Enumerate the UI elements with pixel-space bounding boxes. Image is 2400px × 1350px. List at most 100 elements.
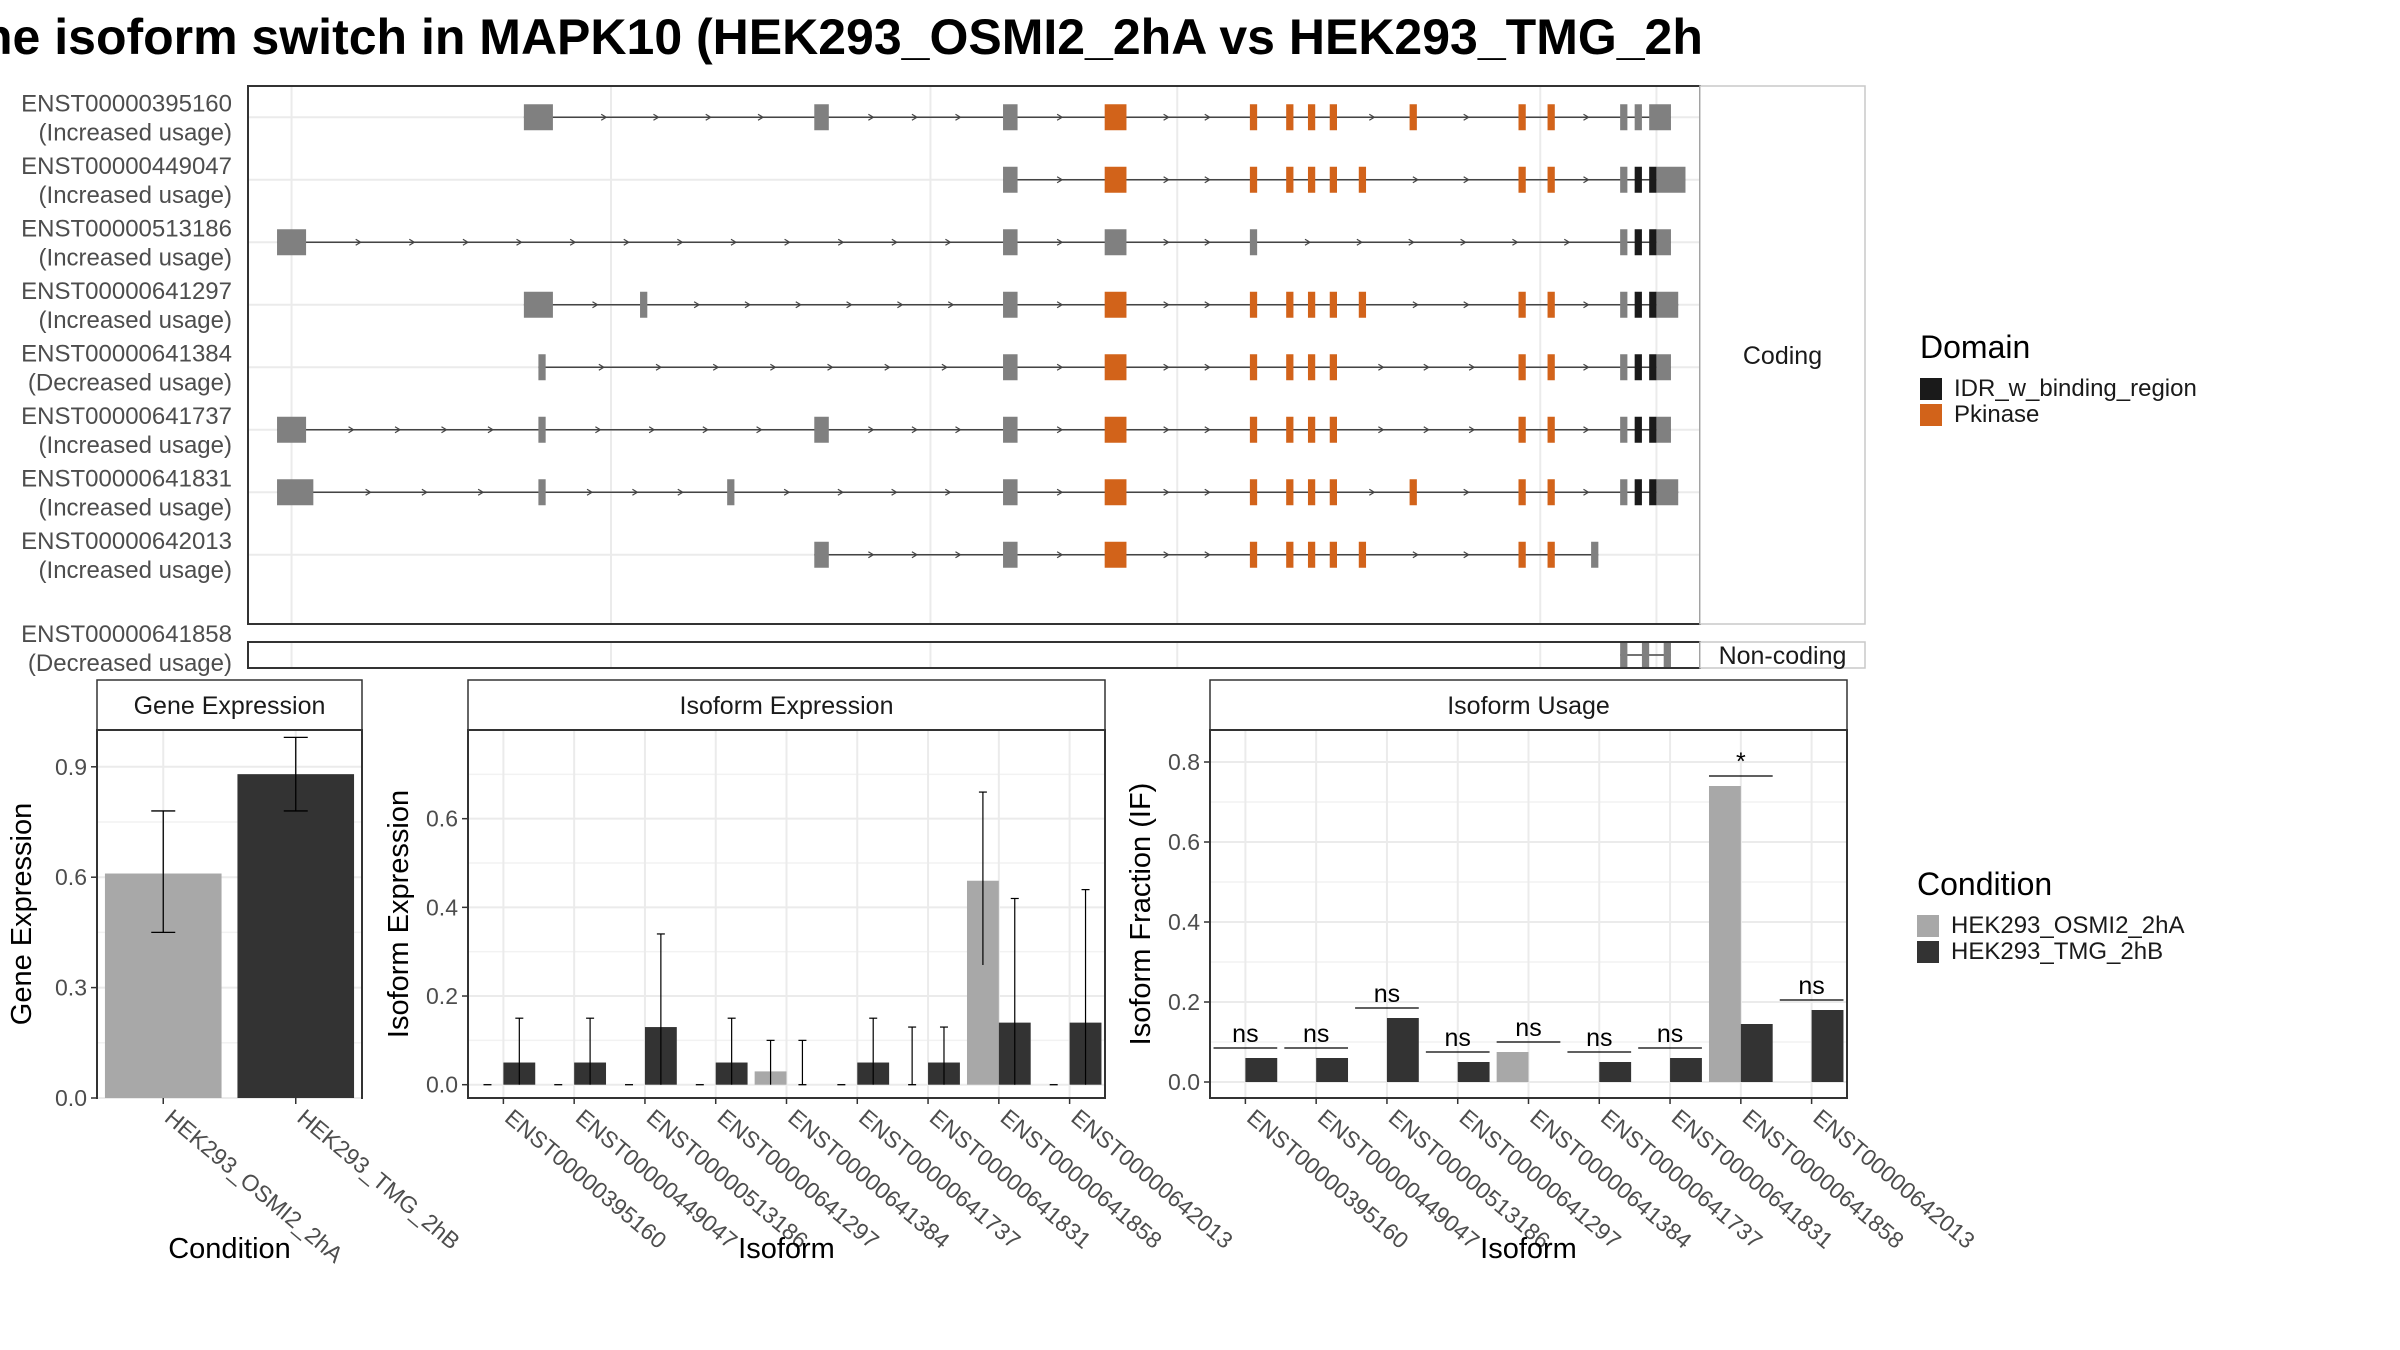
transcript-usage-label: (Increased usage) [39,307,232,334]
exon-idr [1634,291,1642,318]
exon-pkinase [1249,416,1258,443]
transcript-id-label: ENST00000395160 [21,90,232,117]
intron-arrow [586,488,594,496]
intron-arrow [394,426,402,434]
significance-label: ns [1657,1020,1683,1048]
exon-pkinase [1518,104,1526,131]
intron-arrow [884,363,891,371]
exon [523,104,553,131]
intron-arrow [1423,426,1430,434]
exon [1663,643,1671,667]
exon-pkinase [1286,541,1294,568]
intron-arrow [1204,426,1211,434]
exon [1620,166,1628,193]
intron-arrow [1204,113,1211,121]
panel-title: Isoform Usage [1447,692,1610,720]
exon [523,291,553,318]
intron-arrow [1512,238,1519,246]
exon-pkinase [1329,104,1337,131]
intron-arrow [408,238,416,246]
exon [1003,104,1018,131]
intron-arrow [868,426,875,434]
exon-pkinase [1518,166,1526,193]
intron-arrow [1204,488,1211,496]
intron-arrow [1304,238,1312,246]
significance-label: ns [1586,1024,1612,1052]
exon [1249,229,1258,256]
intron-arrow [945,238,952,246]
exon [1104,229,1127,256]
intron-arrow [947,301,955,309]
intron-arrow [677,238,684,246]
intron-arrow [1056,363,1064,371]
transcript-id-label: ENST00000641858 [21,621,232,648]
exon-pkinase [1307,541,1316,568]
bar [1670,1058,1702,1082]
facet-label-coding: Coding [1743,342,1822,370]
intron-arrow [744,301,752,309]
exon-pkinase [1307,104,1316,131]
exon-pkinase [1329,416,1337,443]
exon-pkinase [1547,416,1555,443]
exon [1620,229,1628,256]
significance-label: ns [1374,980,1400,1008]
intron-arrow [1163,238,1170,246]
y-axis-title: Isoform Expression [383,790,415,1038]
exon-pkinase [1249,541,1258,568]
bar [1740,1024,1773,1082]
exon [1620,291,1628,318]
y-tick-label: 0.6 [1168,829,1200,855]
intron-arrow [632,488,639,496]
exon [277,479,314,506]
exon [1656,416,1671,443]
intron-arrow [1163,301,1170,309]
exon-pkinase [1286,416,1294,443]
intron-arrow [770,363,777,371]
intron-arrow [421,488,429,496]
intron-arrow [1204,363,1211,371]
exon-pkinase [1329,291,1337,318]
transcript-usage-label: (Increased usage) [39,244,232,271]
intron-arrow [487,426,495,434]
exon-pkinase [1409,479,1417,506]
exon-pkinase [1286,104,1294,131]
exon-pkinase [1104,104,1127,131]
y-tick-label: 0.0 [426,1072,458,1098]
exon-pkinase [1249,104,1258,131]
exon-pkinase [1286,354,1294,381]
exon-idr [1634,166,1642,193]
gene-structure-panel: CodingNon-codingENST00000395160(Increase… [21,85,1866,677]
transcript-id-label: ENST00000641384 [21,340,232,367]
legend-key [1917,941,1939,963]
intron-arrow [1412,301,1420,309]
intron-arrow [868,551,875,559]
intron-arrow [693,301,701,309]
exon-pkinase [1104,166,1127,193]
exon-pkinase [1547,104,1555,131]
exon-pkinase [1518,291,1526,318]
y-tick-label: 0.0 [1168,1069,1200,1095]
y-tick-label: 0.2 [426,983,458,1009]
exon-pkinase [1307,354,1316,381]
intron-arrow [827,363,834,371]
exon [1656,229,1671,256]
x-axis-title: Isoform [1480,1233,1577,1265]
exon-pkinase [1307,416,1316,443]
transcript-usage-label: (Decreased usage) [28,369,232,396]
intron-arrow [648,426,656,434]
exon-idr [1649,166,1657,193]
intron-arrow [1463,551,1470,559]
intron-arrow [462,238,470,246]
transcript-usage-label: (Decreased usage) [28,650,232,677]
isoform-expression-panel: Isoform Expression0.00.20.40.6ENST000003… [383,679,1238,1265]
exon [1620,643,1628,667]
transcript-usage-label: (Increased usage) [39,557,232,584]
exon-idr [1634,416,1642,443]
exon [814,416,829,443]
intron-arrow [1163,176,1170,184]
intron-arrow [1583,488,1590,496]
intron-arrow [1423,363,1430,371]
exon [1634,104,1642,131]
intron-arrow [653,113,660,121]
